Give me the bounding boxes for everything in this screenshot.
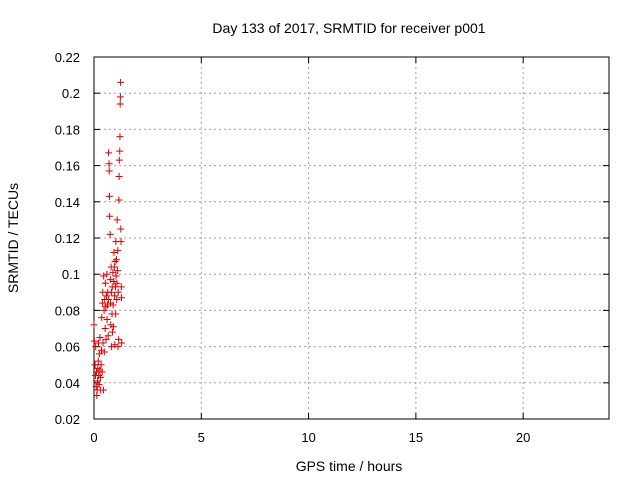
data-point [109, 323, 117, 331]
data-point [116, 147, 124, 155]
data-point [99, 386, 107, 394]
data-point [110, 263, 118, 271]
x-tick-label: 5 [198, 430, 205, 445]
data-point [105, 160, 113, 168]
data-point [112, 272, 120, 280]
axis-ticks [93, 56, 609, 420]
data-point [99, 299, 107, 307]
data-point [104, 332, 112, 340]
data-point [110, 248, 118, 256]
data-point [116, 133, 124, 141]
data-point [96, 373, 104, 381]
data-point [111, 292, 119, 300]
y-tick-label: 0.1 [62, 267, 80, 282]
data-point [117, 283, 125, 291]
x-tick-label: 0 [90, 430, 97, 445]
y-tick-label: 0.04 [55, 376, 80, 391]
data-point [109, 268, 117, 276]
plot-frame [93, 56, 610, 420]
data-point [114, 247, 122, 255]
data-point [103, 270, 111, 278]
data-point [102, 292, 110, 300]
data-point [91, 361, 99, 369]
data-point [103, 315, 111, 323]
data-point [112, 310, 120, 318]
y-tick-label: 0.2 [62, 86, 80, 101]
data-point [94, 357, 102, 365]
data-point [117, 238, 125, 246]
data-point [116, 93, 124, 101]
data-point [98, 368, 106, 376]
data-point [92, 382, 100, 390]
data-point [117, 294, 125, 302]
data-point [92, 343, 100, 351]
data-point [101, 279, 109, 287]
y-tick-label: 0.22 [55, 50, 80, 65]
data-point [90, 321, 98, 329]
data-point [99, 339, 107, 347]
data-point [113, 296, 121, 304]
data-point [108, 328, 116, 336]
data-point [110, 277, 118, 285]
y-tick-label: 0.16 [55, 159, 80, 174]
data-point [97, 361, 105, 369]
data-point [116, 100, 124, 108]
data-point [94, 377, 102, 385]
data-point [111, 341, 119, 349]
data-point [115, 172, 123, 180]
data-point [98, 314, 106, 322]
data-point [113, 216, 121, 224]
data-point [90, 337, 98, 345]
data-point [106, 230, 114, 238]
data-point [104, 296, 112, 304]
y-tick-label: 0.02 [55, 412, 80, 427]
x-tick-label: 15 [409, 430, 423, 445]
data-point [96, 334, 104, 342]
data-point [114, 288, 122, 296]
x-tick-labels: 0 5 10 15 20 [90, 430, 530, 445]
data-point [115, 335, 123, 343]
data-point [105, 167, 113, 175]
data-point [106, 212, 114, 220]
x-axis-title: GPS time / hours [296, 458, 403, 474]
grid-lines [94, 57, 609, 419]
data-point [117, 78, 125, 86]
data-point [106, 276, 114, 284]
data-point [105, 149, 113, 157]
data-point [107, 288, 115, 296]
y-tick-labels: 0.02 0.04 0.06 0.08 0.1 0.12 0.14 0.16 0.18 0.2 0.… [55, 50, 80, 427]
data-point [95, 372, 103, 380]
data-point [117, 225, 125, 233]
data-point [111, 258, 119, 266]
y-tick-label: 0.08 [55, 303, 80, 318]
data-point [115, 156, 123, 164]
x-tick-label: 10 [301, 430, 315, 445]
data-points [90, 78, 126, 399]
data-point [100, 348, 108, 356]
y-tick-label: 0.14 [55, 195, 80, 210]
chart-title: Day 133 of 2017, SRMTID for receiver p00… [212, 20, 485, 36]
y-axis-title: SRMTID / TECUs [5, 183, 21, 293]
data-point [109, 301, 117, 309]
data-point [102, 303, 110, 311]
data-point [114, 343, 122, 351]
data-point [95, 381, 103, 389]
data-point [115, 196, 123, 204]
data-point [102, 335, 110, 343]
data-point [113, 279, 121, 287]
y-tick-label: 0.18 [55, 122, 80, 137]
data-point [101, 325, 109, 332]
data-point [108, 343, 116, 351]
data-point [95, 350, 103, 358]
data-point [100, 272, 108, 280]
data-point [114, 267, 122, 275]
x-tick-label: 20 [516, 430, 530, 445]
data-point [113, 256, 121, 264]
data-point [105, 192, 113, 200]
data-point [118, 339, 126, 347]
data-point [100, 306, 108, 314]
y-tick-label: 0.06 [55, 340, 80, 355]
y-tick-label: 0.12 [55, 231, 80, 246]
